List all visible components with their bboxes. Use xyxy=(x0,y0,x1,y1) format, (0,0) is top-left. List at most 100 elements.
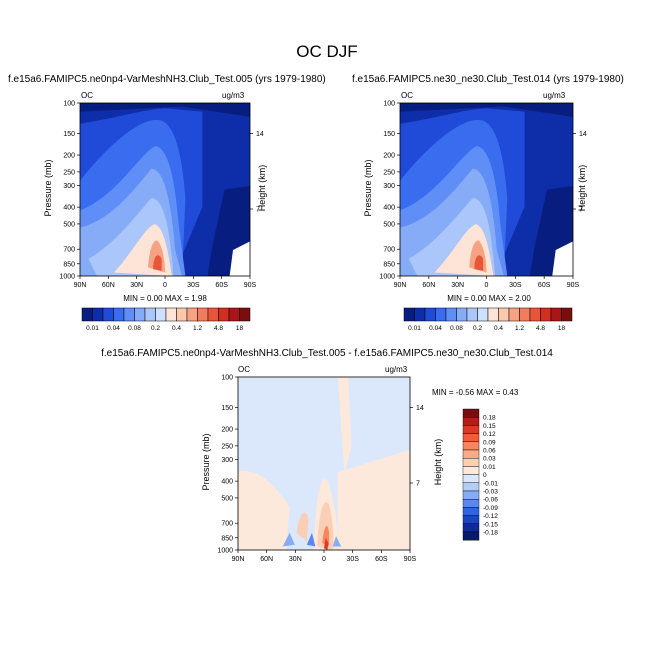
panel1-colorbar-swatch xyxy=(134,307,146,322)
panel3-colorbar-swatch xyxy=(462,458,480,467)
panel2-colorbar-swatch xyxy=(540,307,552,322)
panel3-colorbar-swatch xyxy=(462,417,480,426)
panel2-colorbar-swatch xyxy=(445,307,457,322)
panel3-colorbar-label: -0.15 xyxy=(483,521,498,528)
panel2-colorbar-label: 1.2 xyxy=(515,325,524,332)
panel2-colorbar-swatch xyxy=(414,307,426,322)
panel2-contour-layer xyxy=(400,103,573,117)
panel1-y-tick-label: 150 xyxy=(63,131,75,138)
panel3-colorbar-swatch xyxy=(462,441,480,451)
panel2-x-tick-label: 30N xyxy=(451,282,464,289)
panel2-stats: MIN = 0.00 MAX = 2.00 xyxy=(447,294,531,303)
panel1-y-tick-label: 1000 xyxy=(59,274,75,281)
panel2-colorbar-swatch xyxy=(550,307,562,322)
panel1-corner-left: OC xyxy=(81,91,93,100)
panel3-colorbar-label: -0.03 xyxy=(483,489,498,496)
panel2-colorbar-swatch xyxy=(519,307,531,322)
panel2-y-tick-label: 1000 xyxy=(379,274,395,281)
panel2-colorbar-swatch xyxy=(498,307,510,322)
panel2-y-tick-label: 400 xyxy=(383,205,395,212)
panel2-layers xyxy=(400,103,573,276)
panel2-x-tick-label: 30S xyxy=(509,282,522,289)
panel2-colorbar-label: 18 xyxy=(558,325,566,332)
panel2-colorbar-swatch xyxy=(403,307,415,322)
panel3-colorbar-swatch xyxy=(462,490,480,500)
panel1-y-right-tick-label: 7 xyxy=(256,207,260,214)
panel3-ylabel-right: Height (km) xyxy=(433,438,443,486)
panel1-colorbar-swatch xyxy=(239,307,251,322)
panel3-colorbar-swatch xyxy=(462,425,480,434)
panel3-title: f.e15a6.FAMIPC5.ne0np4-VarMeshNH3.Club_T… xyxy=(101,348,553,359)
panel3-ylabel: Pressure (mb) xyxy=(201,433,211,491)
panel3-y-tick-label: 850 xyxy=(221,535,233,542)
panel1-colorbar-swatch xyxy=(176,307,188,322)
panel2-colorbar-swatch xyxy=(435,307,447,322)
panel3-stats: MIN = -0.56 MAX = 0.43 xyxy=(432,388,519,397)
panel3-colorbar-label: 0.03 xyxy=(483,456,496,463)
panel2-x-tick-label: 60S xyxy=(538,282,551,289)
panel3-colorbar-swatch xyxy=(462,433,480,443)
panel3-y-tick-label: 400 xyxy=(221,479,233,486)
panel1-field xyxy=(80,103,250,276)
panel2-y-tick-label: 850 xyxy=(383,261,395,268)
panel3-colorbar-swatch xyxy=(462,499,480,508)
panel2-y-right-tick-label: 7 xyxy=(579,207,583,214)
panel1-colorbar-label: 1.2 xyxy=(193,325,202,332)
panel1-y-right-tick-label: 14 xyxy=(256,131,264,138)
panel3-contour-layer xyxy=(337,449,410,550)
panel3-contour-layer xyxy=(337,377,352,473)
panel2-colorbar-swatch xyxy=(456,307,468,322)
panel3-y-tick-label: 100 xyxy=(221,375,233,382)
panel1-colorbar-swatch xyxy=(186,307,198,322)
panel2-title: f.e15a6.FAMIPC5.ne30_ne30.Club_Test.014 … xyxy=(352,74,624,85)
panel1-colorbar-swatch xyxy=(228,307,240,322)
panel3-colorbar-label: -0.01 xyxy=(483,480,498,487)
panel2-ylabel-right: Height (km) xyxy=(577,164,587,212)
panel1-x-tick-label: 30S xyxy=(187,282,200,289)
panel1-colorbar-label: 0.01 xyxy=(86,325,99,332)
panel3-colorbar-label: -0.12 xyxy=(483,513,498,520)
panel3-colorbar-swatch xyxy=(462,408,480,418)
panel3-y-tick-label: 150 xyxy=(221,405,233,412)
panel3-colorbar-swatch xyxy=(462,474,480,484)
panel2-y-right-tick-label: 14 xyxy=(579,131,587,138)
panel1-y-tick-label: 250 xyxy=(63,169,75,176)
panel3-x-tick-label: 30S xyxy=(346,556,359,563)
panel3-colorbar-label: -0.06 xyxy=(483,497,498,504)
panel1-contour-layer xyxy=(229,241,250,276)
panel1-y-tick-label: 100 xyxy=(63,101,75,108)
panel1-colorbar-label: 0.2 xyxy=(151,325,160,332)
panel2-y-tick-label: 150 xyxy=(383,131,395,138)
panel3-y-tick-label: 500 xyxy=(221,495,233,502)
panel1-x-tick-label: 90N xyxy=(74,282,87,289)
panel3-contour-layer xyxy=(296,512,309,542)
panel2-colorbar-label: 4.8 xyxy=(536,325,545,332)
panel3-y-tick-label: 300 xyxy=(221,457,233,464)
panel2-x-tick-label: 60N xyxy=(422,282,435,289)
panel3-y-tick-label: 200 xyxy=(221,427,233,434)
panel2-colorbar-swatch xyxy=(424,307,436,322)
panel1-colorbar-swatch xyxy=(123,307,135,322)
panel3-y-tick-label: 250 xyxy=(221,443,233,450)
panel2-y-tick-label: 100 xyxy=(383,101,395,108)
panel2-colorbar-swatch xyxy=(508,307,520,322)
panel3-contour-layer xyxy=(317,502,334,550)
panel2-x-tick-label: 90S xyxy=(567,282,580,289)
panel2-corner-left: OC xyxy=(401,91,413,100)
panel1-colorbar-swatch xyxy=(197,307,209,322)
panel3-x-tick-label: 90N xyxy=(232,556,245,563)
panel3-colorbar-swatch xyxy=(462,515,480,524)
panel1-corner-right: ug/m3 xyxy=(222,91,245,100)
panel2-field xyxy=(400,103,573,276)
panel3-field xyxy=(238,377,410,550)
panel1-colorbar-swatch xyxy=(102,307,114,322)
panel3-corner-left: OC xyxy=(238,365,250,374)
panel1-x-tick-label: 30N xyxy=(130,282,143,289)
panel1-colorbar-swatch xyxy=(92,307,104,322)
panel2-colorbar-label: 0.08 xyxy=(450,325,463,332)
panel2-colorbar-label: 0.2 xyxy=(473,325,482,332)
panel1-y-tick-label: 200 xyxy=(63,153,75,160)
panel2-y-tick-label: 200 xyxy=(383,153,395,160)
panel3-colorbar-swatch xyxy=(462,531,480,541)
panel1-colorbar-swatch xyxy=(207,307,219,322)
